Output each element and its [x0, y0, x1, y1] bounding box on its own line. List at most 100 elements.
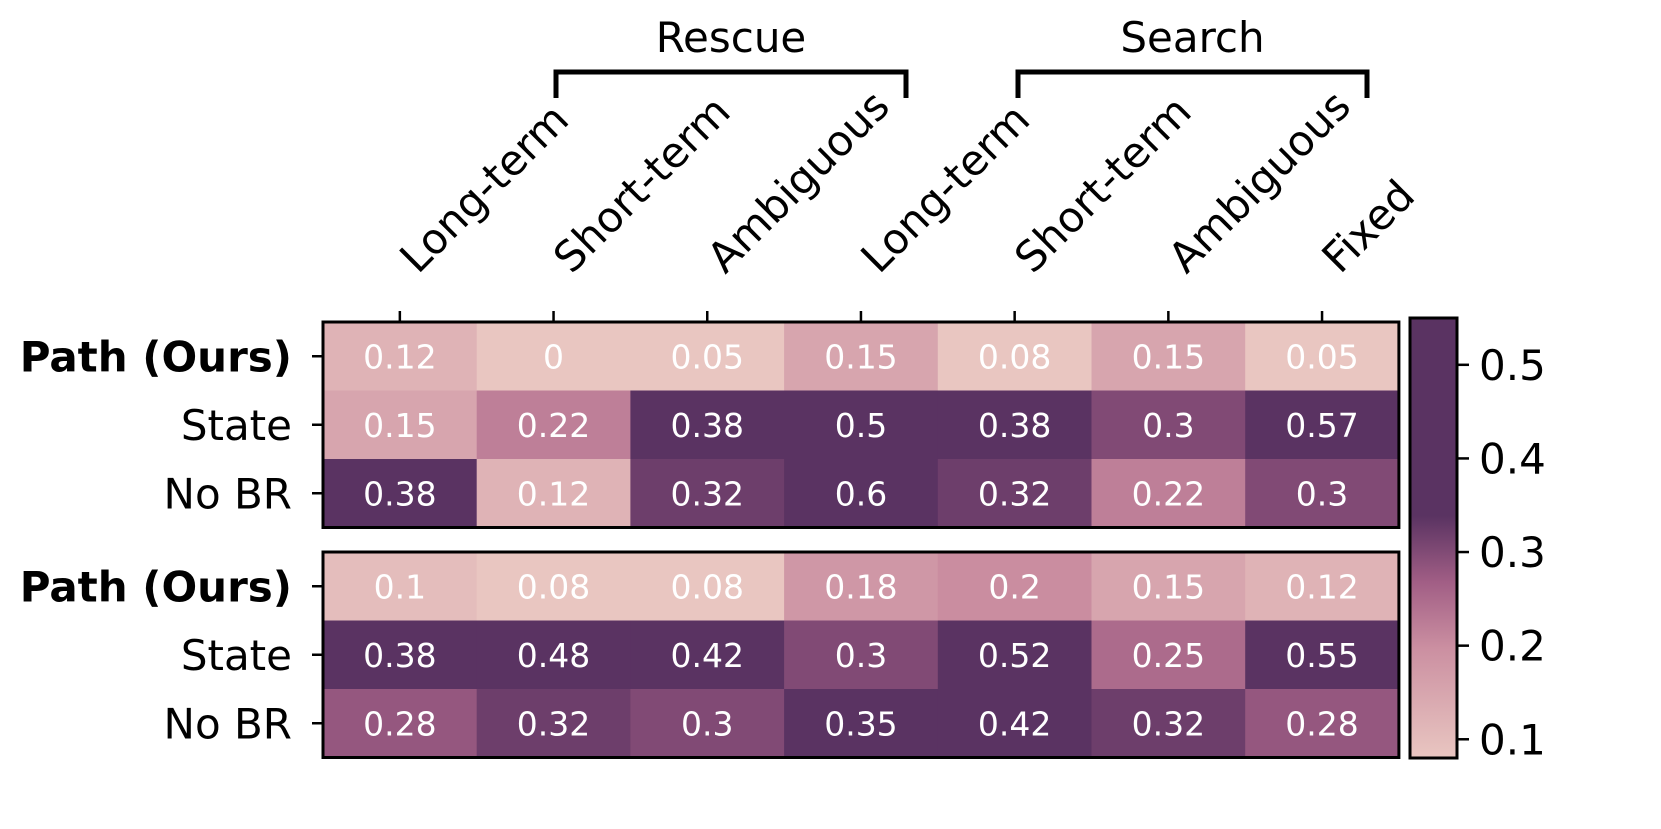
heatmap-cell: [476, 689, 631, 759]
cell-value-label: 0.08: [517, 567, 590, 606]
cell-value-label: 0.12: [1285, 567, 1358, 606]
cell-value-label: 0.42: [978, 704, 1051, 743]
cell-value-label: 0.3: [681, 704, 733, 743]
heatmap-panels: 0.12 0 0.05 0.15 0.08 0.15 0.05 0.15 0.22 0.38 0.5…: [321, 320, 1401, 759]
heatmap-cell: [1245, 552, 1400, 622]
heatmap-cell: [1245, 322, 1400, 392]
row-label: State: [181, 631, 292, 680]
group-title: Search: [1120, 13, 1264, 62]
heatmap-cell: [937, 689, 1093, 759]
cell-value-label: 0.42: [671, 636, 744, 675]
heatmap-cell: [1245, 620, 1400, 690]
cell-value-label: 0.25: [1132, 636, 1205, 675]
heatmap-cell: [323, 322, 478, 392]
group-bracket: Search: [1015, 13, 1370, 98]
cell-value-label: 0.22: [1132, 474, 1205, 513]
heatmap-cell: [784, 620, 939, 690]
cell-value-label: 0.32: [517, 704, 590, 743]
heatmap-cell: [323, 620, 478, 690]
cell-value-label: 0.35: [824, 704, 897, 743]
cell-value-label: 0: [543, 337, 564, 376]
heatmap-cell: [630, 322, 785, 392]
cell-value-label: 0.55: [1285, 636, 1358, 675]
colorbar-tick-label: 0.4: [1479, 434, 1546, 483]
cell-value-label: 0.5: [835, 406, 887, 445]
heatmap-cell: [476, 620, 631, 690]
heatmap-cell: [630, 552, 785, 622]
row-label: State: [181, 401, 292, 450]
heatmap-cell: [630, 390, 785, 460]
row-label: No BR: [164, 469, 292, 518]
cell-value-label: 0.12: [517, 474, 590, 513]
cell-value-label: 0.38: [363, 636, 436, 675]
heatmap-cell: [1091, 552, 1246, 622]
cell-value-label: 0.3: [1296, 474, 1348, 513]
row-label: Path (Ours): [20, 332, 292, 381]
cell-value-label: 0.2: [988, 567, 1040, 606]
colorbar-tick-label: 0.3: [1479, 528, 1546, 577]
cell-value-label: 0.15: [363, 406, 436, 445]
colorbar: 0.1 0.2 0.3 0.4 0.5: [1408, 316, 1546, 764]
heatmap-cell: [937, 620, 1093, 690]
row-label: No BR: [164, 699, 292, 748]
column-label: Fixed: [1312, 170, 1424, 282]
row-labels: Path (Ours) State No BR Path (Ours) State No …: [20, 332, 323, 748]
heatmap-cell: [937, 390, 1093, 460]
cell-value-label: 0.32: [671, 474, 744, 513]
cell-value-label: 0.15: [1132, 337, 1205, 376]
heatmap-cell: [1245, 459, 1400, 529]
cell-value-label: 0.32: [978, 474, 1051, 513]
panel-2: 0.1 0.08 0.08 0.18 0.2 0.15 0.12 0.38 0.48 0.42 0.…: [321, 550, 1401, 759]
cell-value-label: 0.57: [1285, 406, 1358, 445]
heatmap-cell: [1245, 390, 1400, 460]
heatmap-cell: [784, 689, 939, 759]
cell-value-label: 0.28: [363, 704, 436, 743]
cell-value-label: 0.15: [1132, 567, 1205, 606]
cell-value-label: 0.3: [835, 636, 887, 675]
heatmap-cell: [630, 689, 785, 759]
cell-value-label: 0.52: [978, 636, 1051, 675]
colorbar-tick-label: 0.5: [1479, 341, 1546, 390]
cell-value-label: 0.05: [1285, 337, 1358, 376]
bracket-line: [553, 69, 909, 98]
cell-value-label: 0.6: [835, 474, 887, 513]
column-labels: Long-termShort-termAmbiguousLong-termSho…: [390, 81, 1424, 322]
cell-value-label: 0.18: [824, 567, 897, 606]
heatmap-cell: [1091, 620, 1246, 690]
heatmap-cell: [476, 459, 631, 529]
heatmap-cell: [476, 552, 631, 622]
cell-value-label: 0.1: [374, 567, 426, 606]
cell-value-label: 0.22: [517, 406, 590, 445]
heatmap-cell: [1091, 390, 1246, 460]
cell-value-label: 0.08: [978, 337, 1051, 376]
colorbar-tick-label: 0.1: [1479, 715, 1546, 764]
heatmap-cell: [784, 390, 939, 460]
cell-value-label: 0.28: [1285, 704, 1358, 743]
row-label: Path (Ours): [20, 562, 292, 611]
heatmap-cell: [630, 620, 785, 690]
heatmap-cell: [323, 459, 478, 529]
cell-value-label: 0.08: [671, 567, 744, 606]
heatmap-cell: [1245, 689, 1400, 759]
cell-value-label: 0.3: [1142, 406, 1194, 445]
cell-value-label: 0.38: [363, 474, 436, 513]
heatmap-cell: [476, 390, 631, 460]
cell-value-label: 0.12: [363, 337, 436, 376]
cell-value-label: 0.48: [517, 636, 590, 675]
heatmap-cell: [784, 552, 939, 622]
group-title: Rescue: [656, 13, 807, 62]
heatmap-cell: [784, 322, 939, 392]
group-brackets: Rescue Search: [553, 13, 1370, 98]
cell-value-label: 0.38: [978, 406, 1051, 445]
heatmap-cell: [784, 459, 939, 529]
heatmap-cell: [476, 322, 631, 392]
heatmap-cell: [1091, 689, 1246, 759]
colorbar-gradient: [1408, 316, 1459, 760]
heatmap-cell: [323, 390, 478, 460]
heatmap-cell: [1091, 459, 1246, 529]
cell-value-label: 0.32: [1132, 704, 1205, 743]
cell-value-label: 0.15: [824, 337, 897, 376]
heatmap-cell: [937, 322, 1093, 392]
cell-value-label: 0.05: [671, 337, 744, 376]
